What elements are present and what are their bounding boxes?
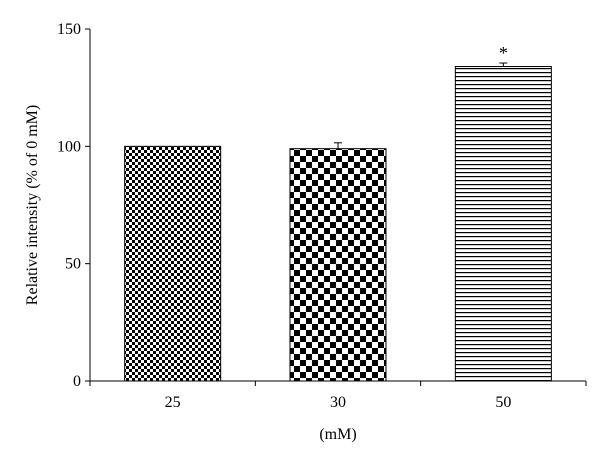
bar-30: [289, 148, 387, 382]
y-tick-label: 100: [57, 138, 81, 155]
x-axis-title: (mM): [319, 426, 356, 443]
y-ticks: 0 50 100 150: [57, 21, 90, 390]
bar-50: [454, 66, 552, 382]
x-ticks: 25 30 50: [89, 381, 587, 411]
annotations: *: [499, 43, 508, 63]
y-tick-label: 0: [73, 373, 81, 390]
y-axis-title: Relative intensity (% of 0 mM): [24, 105, 41, 305]
x-tick-label: 50: [495, 394, 511, 411]
significance-marker: *: [499, 43, 508, 63]
bars: [124, 66, 552, 382]
x-tick-label: 25: [165, 394, 181, 411]
error-bars: [334, 62, 508, 149]
y-tick-label: 50: [65, 256, 81, 273]
bar-25: [124, 145, 222, 382]
y-tick-label: 150: [57, 21, 81, 38]
x-tick-label: 30: [330, 394, 346, 411]
